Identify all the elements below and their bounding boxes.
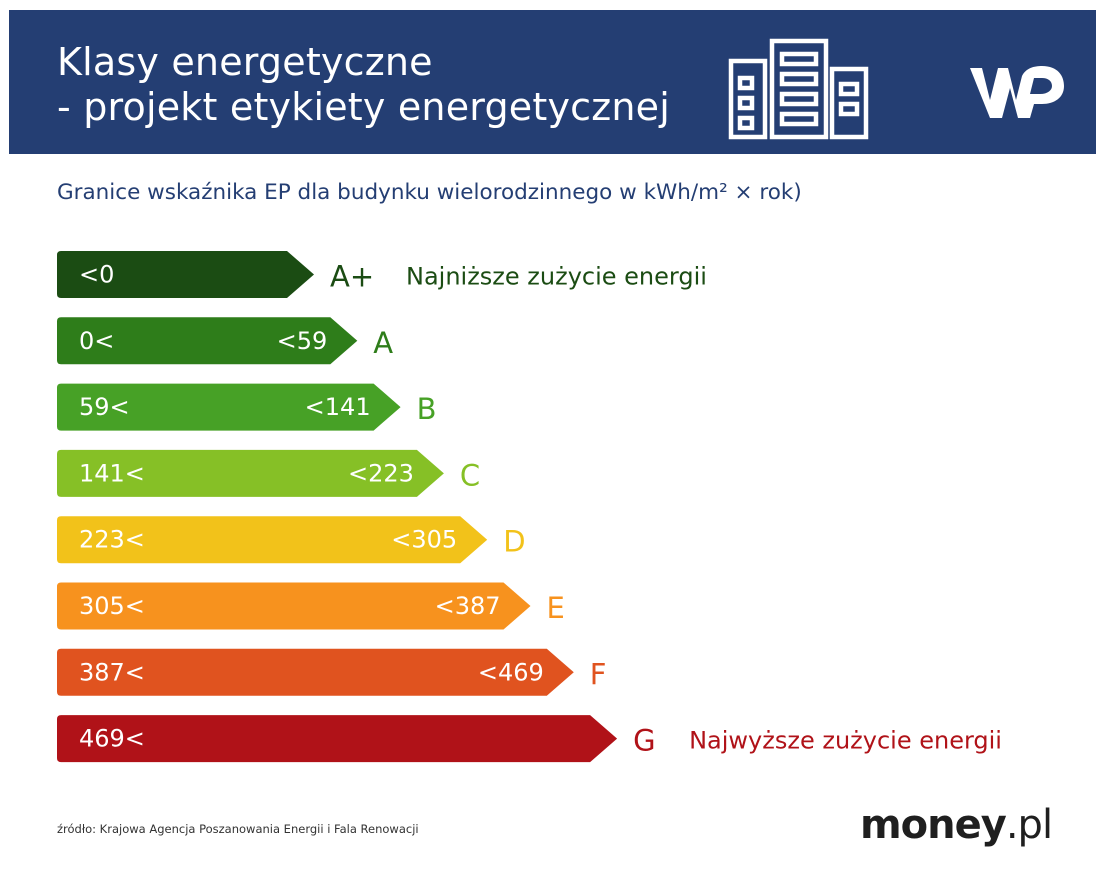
bar-a — [57, 317, 358, 365]
bar-lower-label-a-plus: <0 — [79, 261, 114, 289]
class-label-a-plus: A+ — [330, 260, 374, 294]
class-label-d: D — [503, 525, 525, 559]
bar-a-plus — [57, 251, 314, 298]
class-label-a: A — [373, 326, 393, 360]
chart-subtitle: Granice wskaźnika EP dla budynku wieloro… — [57, 180, 802, 205]
bar-upper-label-e: <387 — [435, 592, 501, 620]
wp-logo — [970, 66, 1064, 118]
bar-upper-label-c: <223 — [348, 459, 414, 487]
bar-g — [57, 715, 618, 763]
class-label-f: F — [590, 657, 607, 691]
bar-lower-label-c: 141< — [79, 459, 145, 487]
money-pl-logo: money.pl — [860, 802, 1053, 848]
bar-lower-label-e: 305< — [79, 592, 145, 620]
bar-lower-label-a: 0< — [79, 327, 114, 355]
bar-b — [57, 383, 401, 431]
bar-f — [57, 648, 574, 696]
page-title: Klasy energetyczne - projekt etykiety en… — [57, 40, 670, 130]
bar-upper-label-b: <141 — [305, 393, 371, 421]
bar-lower-label-f: 387< — [79, 658, 145, 686]
bar-lower-label-d: 223< — [79, 526, 145, 554]
bar-upper-label-a: <59 — [277, 327, 328, 355]
energy-class-chart: <0 A+ Najniższe zużycie energii 0< <59 A 59< <1… — [57, 251, 1002, 763]
bar-upper-label-d: <305 — [391, 526, 457, 554]
class-label-c: C — [460, 458, 480, 492]
bar-e — [57, 582, 531, 630]
money-logo-main: money — [860, 802, 1007, 848]
annotation-g: Najwyższe zużycie energii — [689, 727, 1002, 755]
annotation-a-plus: Najniższe zużycie energii — [406, 263, 707, 291]
money-logo-tld: .pl — [1005, 802, 1053, 848]
bar-lower-label-b: 59< — [79, 393, 130, 421]
bar-lower-label-g: 469< — [79, 725, 145, 753]
bar-upper-label-f: <469 — [478, 658, 544, 686]
source-note: źródło: Krajowa Agencja Poszanowania Ene… — [57, 822, 419, 836]
title-line-1: Klasy energetyczne — [57, 40, 433, 84]
building-icon — [728, 38, 869, 140]
bar-c — [57, 449, 444, 497]
class-label-b: B — [417, 392, 437, 426]
header-banner: Klasy energetyczne - projekt etykiety en… — [9, 10, 1096, 154]
bar-d — [57, 516, 488, 564]
title-line-2: - projekt etykiety energetycznej — [57, 85, 670, 129]
class-label-e: E — [547, 591, 565, 625]
class-label-g: G — [633, 724, 655, 758]
